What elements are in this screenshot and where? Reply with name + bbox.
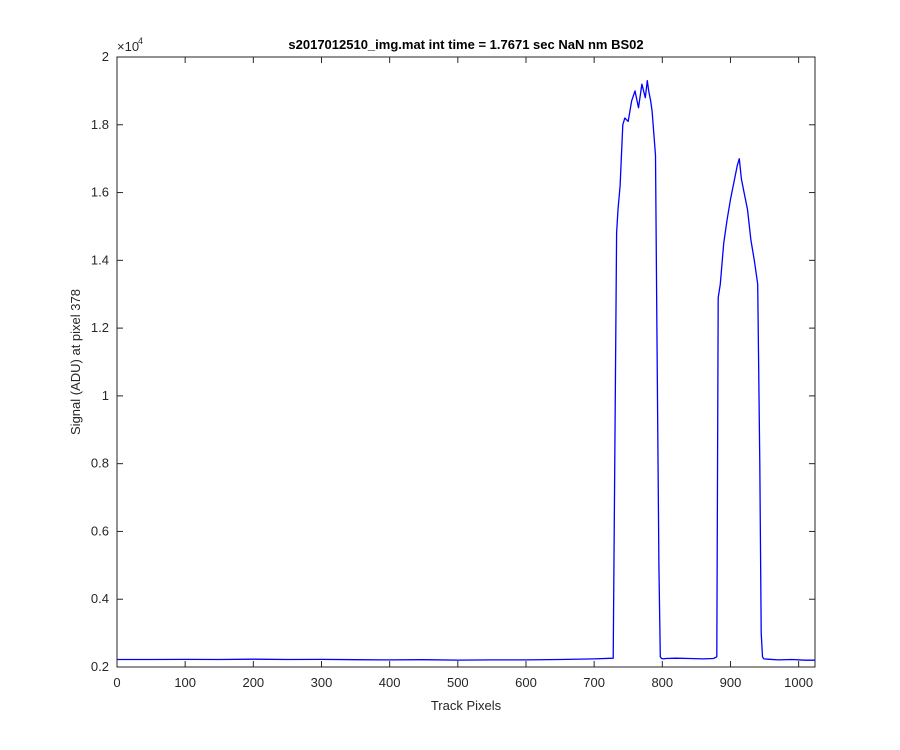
x-tick-label: 600 [515,675,537,690]
y-tick-label: 0.4 [91,591,109,606]
series-line [117,80,815,661]
y-axis-label: Signal (ADU) at pixel 378 [68,289,83,435]
x-tick-label: 0 [113,675,120,690]
y-tick-label: 1.6 [91,185,109,200]
y-tick-label: 1 [102,388,109,403]
x-tick-label: 800 [651,675,673,690]
y-tick-label: 1.2 [91,320,109,335]
y-tick-label: 0.6 [91,523,109,538]
x-axis-ticks: 0 100 200 300 400 500 600 700 800 900 1000 [113,57,813,690]
x-axis-label: Track Pixels [431,698,502,713]
y-tick-label: 0.2 [91,659,109,674]
chart-title: s2017012510_img.mat int time = 1.7671 se… [288,37,643,52]
y-exponent-power: 4 [138,36,143,46]
x-tick-label: 700 [583,675,605,690]
x-tick-label: 100 [174,675,196,690]
x-tick-label: 500 [447,675,469,690]
y-tick-label: 1.4 [91,252,109,267]
x-tick-label: 200 [242,675,264,690]
y-tick-label: 2 [102,49,109,64]
y-axis-ticks: 0.2 0.4 0.6 0.8 1 1.2 1.4 1.6 1.8 2 [91,49,815,674]
y-exponent-label: ×10 [117,39,139,54]
plot-area [117,57,815,667]
x-tick-label: 900 [720,675,742,690]
x-tick-label: 1000 [784,675,813,690]
x-tick-label: 400 [379,675,401,690]
plot-frame [116,56,816,668]
x-tick-label: 300 [311,675,333,690]
y-tick-label: 0.8 [91,456,109,471]
y-tick-label: 1.8 [91,117,109,132]
